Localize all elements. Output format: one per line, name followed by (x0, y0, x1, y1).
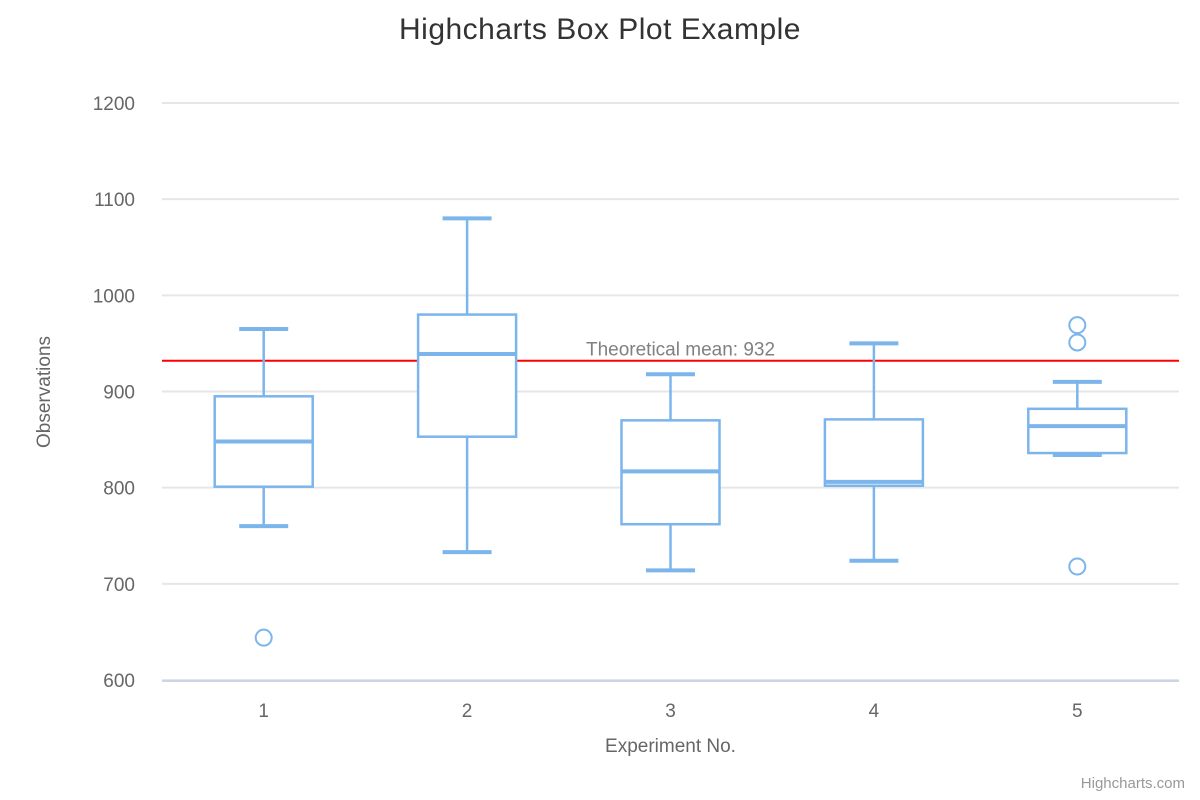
y-axis-title: Observations (34, 336, 55, 448)
outlier-point[interactable] (1068, 333, 1087, 352)
credits-link[interactable]: Highcharts.com (1080, 775, 1185, 792)
y-tick-label: 1200 (93, 94, 135, 115)
iqr-box (416, 313, 518, 438)
box-plot-point-5[interactable] (1027, 379, 1128, 457)
x-axis-title: Experiment No. (605, 736, 736, 757)
box-plot-point-4[interactable] (823, 341, 925, 563)
x-tick-label: 3 (665, 701, 676, 722)
outlier-point[interactable] (254, 628, 273, 647)
outlier-point[interactable] (1068, 316, 1087, 335)
y-tick-label: 1100 (94, 190, 135, 211)
iqr-box (823, 418, 925, 487)
box-plot-point-3[interactable] (620, 372, 721, 573)
x-tick-label: 2 (462, 701, 473, 722)
iqr-box (1027, 407, 1128, 455)
box-plot-point-2[interactable] (416, 216, 518, 555)
y-tick-label: 600 (103, 671, 135, 692)
box-plot-point-1[interactable] (213, 326, 314, 529)
x-tick-label: 5 (1072, 701, 1083, 722)
x-tick-label: 4 (869, 701, 880, 722)
x-tick-label: 1 (258, 701, 269, 722)
outlier-point[interactable] (1068, 557, 1087, 576)
chart-title: Highcharts Box Plot Example (398, 13, 801, 46)
y-tick-label: 800 (103, 479, 135, 500)
y-tick-label: 700 (103, 575, 135, 596)
mean-plot-line-label: Theoretical mean: 932 (586, 340, 775, 361)
y-tick-label: 1000 (93, 286, 135, 307)
y-tick-label: 900 (103, 383, 135, 404)
